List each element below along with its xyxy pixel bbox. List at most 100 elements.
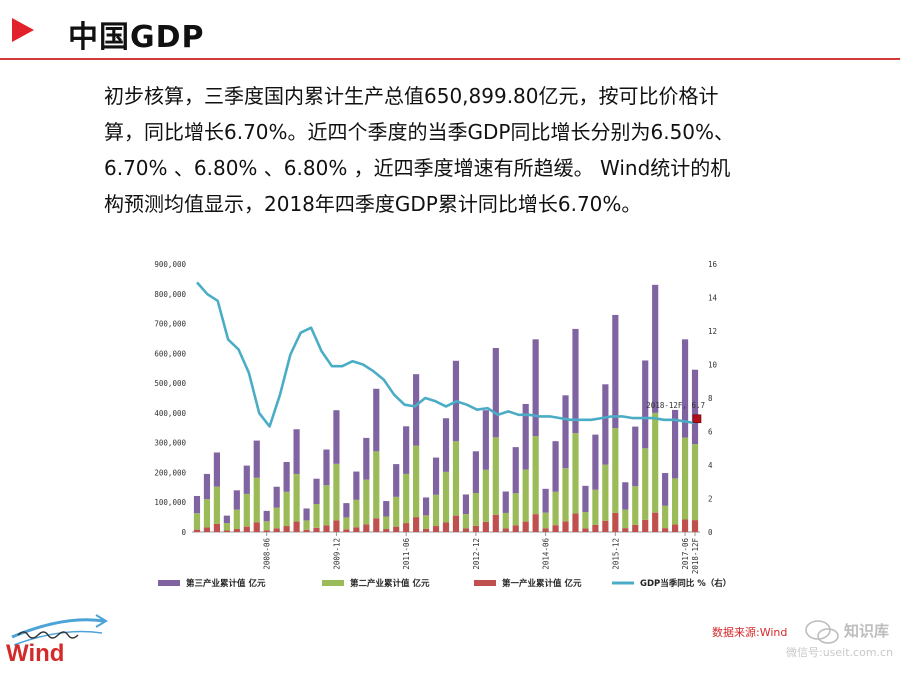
wind-logo[interactable] — [4, 592, 114, 672]
watermark: 知识库 微信号:useit.com.cn — [786, 612, 900, 662]
bar-segment — [403, 426, 410, 474]
bar-segment — [681, 519, 689, 532]
bar-segment — [213, 486, 220, 524]
x-tick-label: 2009-12 — [332, 538, 341, 570]
bar-segment — [263, 530, 270, 532]
bar-segment — [652, 284, 659, 413]
bar-segment — [393, 526, 400, 532]
bar-segment — [422, 528, 430, 532]
bar-segment — [213, 452, 220, 487]
right-tick-label: 8 — [708, 394, 713, 403]
bar-segment — [442, 471, 450, 523]
bar-segment — [532, 436, 539, 515]
forecast-marker — [692, 414, 702, 424]
bar-segment — [482, 521, 489, 532]
bar-segment — [502, 528, 509, 532]
bar-segment — [462, 494, 470, 515]
bar-segment — [582, 485, 589, 513]
x-tick-label: 2014-06 — [542, 538, 551, 570]
bar-segment — [263, 510, 270, 522]
left-tick-label: 900,000 — [154, 260, 186, 269]
bar-segment — [552, 525, 559, 532]
bar-segment — [203, 473, 211, 500]
bar-segment — [193, 513, 201, 530]
bar-segment — [582, 512, 589, 529]
bar-segment — [482, 469, 489, 522]
bar-segment — [632, 524, 639, 532]
bar-segment — [243, 493, 250, 527]
bar-segment — [532, 339, 539, 437]
body-line: 初步核算，三季度国内累计生产总值650,899.80亿元，按可比价格计 — [104, 84, 719, 108]
bar-segment — [253, 477, 260, 523]
bar-segment — [632, 426, 639, 487]
bar-segment — [323, 525, 330, 532]
x-tick-label: 2015-12 — [611, 538, 620, 570]
bar-segment — [681, 437, 689, 520]
bar-segment — [562, 521, 569, 532]
x-tick-label: 2008-06 — [263, 538, 272, 570]
left-tick-label: 500,000 — [154, 379, 186, 388]
bar-segment — [313, 527, 320, 532]
bar-segment — [223, 515, 230, 524]
bar-segment — [363, 479, 370, 525]
bar-segment — [472, 525, 479, 532]
legend-label: 第二产业累计值 亿元 — [350, 578, 430, 589]
x-tick-label: 2012-12 — [472, 538, 481, 570]
bar-segment — [223, 523, 230, 531]
bar-segment — [293, 429, 300, 474]
bar-segment — [273, 507, 280, 529]
bar-segment — [642, 360, 649, 449]
watermark-site: 微信号:useit.com.cn — [786, 646, 894, 659]
bar-segment — [542, 528, 549, 532]
bar-segment — [333, 520, 340, 532]
bar-segment — [492, 437, 499, 515]
title-divider — [0, 58, 900, 60]
bar-segment — [333, 463, 340, 521]
bar-segment — [572, 433, 579, 514]
bar-segment — [233, 509, 240, 530]
bar-segment — [253, 440, 260, 478]
bar-segment — [652, 412, 659, 513]
bar-segment — [662, 505, 669, 529]
bar-segment — [592, 489, 599, 525]
bar-segment — [193, 529, 201, 532]
left-tick-label: 700,000 — [154, 320, 186, 329]
bar-segment — [662, 528, 669, 532]
watermark-name: 知识库 — [844, 622, 890, 640]
bar-segment — [363, 437, 370, 480]
left-tick-label: 200,000 — [154, 468, 186, 477]
bar-segment — [532, 514, 539, 532]
bar-segment — [353, 499, 360, 528]
page-title: 中国GDP — [68, 20, 205, 55]
left-tick-label: 300,000 — [154, 439, 186, 448]
bar-segment — [462, 514, 470, 529]
bar-segment — [293, 473, 300, 522]
bar-segment — [403, 473, 410, 524]
bar-segment — [562, 395, 569, 469]
bar-segment — [552, 491, 559, 526]
bar-segment — [562, 468, 569, 522]
bar-segment — [452, 441, 460, 516]
right-tick-label: 12 — [708, 327, 717, 336]
bar-segment — [492, 514, 499, 532]
bar-segment — [283, 462, 290, 492]
bar-segment — [263, 521, 270, 531]
right-tick-label: 14 — [708, 294, 718, 303]
bar-segment — [622, 509, 629, 529]
right-tick-label: 16 — [708, 260, 718, 269]
bar-segment — [253, 522, 260, 532]
bar-segment — [691, 444, 699, 521]
legend-swatch — [158, 580, 180, 586]
title-arrow-icon — [12, 18, 34, 42]
bar-segment — [492, 347, 499, 438]
bar-segment — [303, 529, 310, 532]
bar-segment — [343, 503, 350, 518]
bar-segment — [393, 496, 400, 527]
bar-segment — [233, 529, 240, 532]
bar-segment — [373, 388, 380, 452]
bar-segment — [393, 464, 400, 497]
bar-segment — [403, 523, 410, 532]
bar-segment — [482, 410, 489, 470]
gdp-chart: 0 100,000 200,000 300,000 400,000 500,000 600,… — [154, 260, 731, 589]
x-tick-label: 2018-12F — [691, 538, 700, 575]
